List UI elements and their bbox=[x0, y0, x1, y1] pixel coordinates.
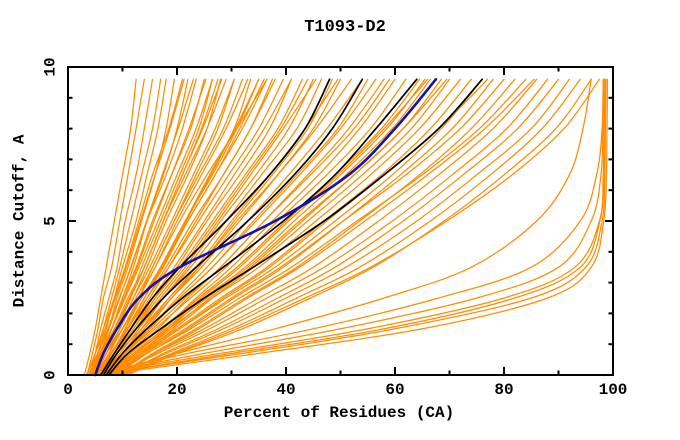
highlighted-model-curve bbox=[108, 78, 484, 376]
predicted-model-curve bbox=[89, 78, 154, 376]
predicted-model-curve bbox=[108, 78, 429, 376]
best-model-curve bbox=[94, 78, 438, 377]
predicted-model-curve bbox=[121, 78, 535, 376]
predicted-model-curve bbox=[91, 78, 268, 376]
x-tick-label: 40 bbox=[276, 381, 295, 399]
predicted-model-curve bbox=[94, 78, 604, 376]
predicted-model-curve bbox=[119, 78, 516, 376]
predicted-model-curve bbox=[121, 78, 560, 376]
predicted-model-curve bbox=[89, 78, 605, 376]
y-tick-label: 10 bbox=[41, 57, 59, 76]
predicted-model-curve bbox=[102, 78, 317, 376]
predicted-model-curve bbox=[97, 78, 353, 376]
y-axis-title: Distance Cutoff, A bbox=[10, 134, 28, 307]
predicted-model-curve bbox=[97, 78, 222, 376]
predicted-model-curve bbox=[89, 78, 214, 376]
predicted-model-curve bbox=[113, 78, 549, 376]
chart-title: T1093-D2 bbox=[304, 18, 386, 37]
predicted-model-curve bbox=[97, 78, 607, 376]
x-tick-label: 80 bbox=[494, 381, 513, 399]
y-tick-label: 0 bbox=[41, 370, 59, 380]
predicted-model-curve bbox=[102, 78, 391, 376]
predicted-model-curve bbox=[83, 78, 137, 376]
y-tick-label: 5 bbox=[41, 216, 59, 226]
highlighted-model-curve bbox=[102, 78, 364, 376]
predicted-model-curve bbox=[124, 78, 581, 376]
predicted-model-curve bbox=[86, 78, 185, 376]
predicted-model-curve bbox=[116, 78, 538, 376]
predicted-model-curve bbox=[100, 78, 592, 376]
x-axis-title: Percent of Residues (CA) bbox=[224, 404, 454, 422]
x-tick-label: 0 bbox=[63, 381, 73, 399]
predicted-model-curve bbox=[119, 78, 571, 376]
highlighted-model-curve bbox=[105, 78, 418, 376]
predicted-model-curve bbox=[91, 78, 604, 376]
x-tick-label: 20 bbox=[167, 381, 186, 399]
predicted-model-curve bbox=[97, 78, 265, 376]
predicted-model-curve bbox=[100, 78, 609, 376]
predicted-model-curve bbox=[127, 78, 592, 376]
x-tick-label: 60 bbox=[385, 381, 404, 399]
predicted-model-curve bbox=[89, 78, 197, 376]
predicted-model-curve bbox=[113, 78, 448, 376]
predicted-model-curve bbox=[86, 78, 145, 376]
predicted-model-curve bbox=[105, 78, 462, 376]
predicted-model-curve bbox=[121, 78, 601, 376]
x-tick-label: 100 bbox=[599, 381, 628, 399]
predicted-model-curve bbox=[110, 78, 472, 376]
predicted-model-curve bbox=[113, 78, 505, 376]
predicted-model-curve bbox=[89, 78, 207, 376]
predicted-model-curve bbox=[108, 78, 483, 376]
predicted-model-curve bbox=[110, 78, 527, 376]
